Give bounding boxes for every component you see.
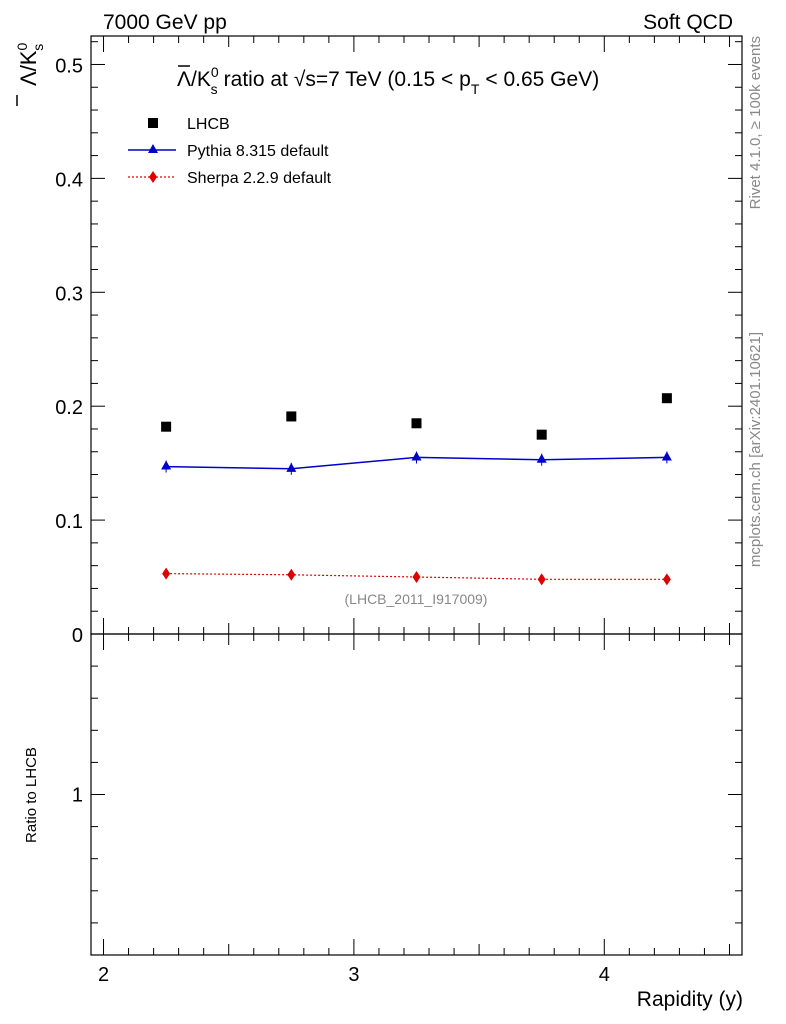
x-axis-label: Rapidity (y)	[637, 988, 743, 1011]
y-tick-label: 0.5	[55, 55, 83, 77]
sherpa-point	[412, 571, 421, 584]
legend-label-sherpa: Sherpa 2.2.9 default	[187, 170, 332, 187]
sherpa-point	[162, 567, 171, 580]
sherpa-point	[537, 573, 546, 586]
ratio-y-axis-label: Ratio to LHCB	[23, 747, 40, 843]
analysis-watermark: (LHCB_2011_I917009)	[345, 591, 488, 607]
pythia-point	[661, 451, 672, 461]
mcplots-info: mcplots.cern.ch [arXiv:2401.10621]	[747, 332, 764, 567]
title-ratio-sup: 0	[211, 64, 219, 80]
lhcb-point	[411, 418, 422, 429]
svg-text:Λ/K0s: Λ/K0s	[14, 43, 46, 86]
sherpa-point	[662, 573, 671, 586]
legend-marker-lhcb	[148, 118, 158, 128]
legend-label-lhcb: LHCB	[187, 116, 230, 133]
lhcb-point	[536, 429, 547, 440]
x-tick-label: 2	[98, 964, 109, 986]
y-tick-label: 0.2	[55, 397, 83, 419]
ratio-plot-frame	[90, 633, 743, 956]
ratio-y-tick-label: 1	[72, 785, 83, 807]
y-axis-label-sub: s	[30, 44, 46, 51]
title-main: ratio at	[224, 68, 288, 91]
y-axis-label: Λ/K0s	[14, 43, 46, 106]
sherpa-point	[287, 568, 296, 581]
title-tail: < 0.65 GeV)	[485, 68, 599, 91]
legend-marker-pythia	[148, 144, 158, 153]
chart-title: Λ/K0 s ratio at √s=7 TeV (0.15 < pT < 0.65 G…	[177, 64, 599, 97]
legend-marker-sherpa	[149, 171, 157, 183]
x-tick-label: 4	[599, 964, 610, 986]
y-tick-label: 0.4	[55, 169, 83, 191]
y-tick-label: 0.3	[55, 283, 83, 305]
title-ratio-sub: s	[211, 81, 218, 97]
pythia-point	[536, 453, 547, 463]
header-right: Soft QCD	[643, 11, 733, 34]
y-tick-label: 0	[72, 625, 83, 647]
title-pt-sub: T	[471, 81, 480, 97]
rivet-info: Rivet 4.1.0, ≥ 100k events	[747, 36, 764, 209]
series-layer	[161, 393, 672, 586]
y-axis-label-sup: 0	[14, 43, 30, 51]
main-axis-ticks: 0 0.1 0.2 0.3 0.4 0.5	[55, 36, 742, 647]
x-tick-label: 3	[348, 964, 359, 986]
title-sqrt-s: s=7 TeV (0.15 < p	[305, 68, 470, 91]
pythia-point	[411, 451, 422, 461]
pythia-point	[161, 460, 172, 470]
legend-label-pythia: Pythia 8.315 default	[187, 143, 329, 160]
title-ratio-main: Λ/K	[177, 68, 211, 91]
lhcb-point	[161, 421, 172, 432]
lhcb-point	[286, 411, 297, 422]
header-left: 7000 GeV pp	[103, 11, 227, 34]
y-tick-label: 0.1	[55, 511, 83, 533]
pythia-point	[286, 462, 297, 472]
ratio-axis-ticks: 2 3 4 1	[72, 634, 742, 986]
lhcb-point	[661, 393, 672, 404]
sherpa-line	[166, 573, 667, 580]
y-axis-label-main: Λ/K	[16, 50, 41, 86]
sqrt-icon: √	[294, 68, 306, 91]
legend: LHCB Pythia 8.315 default Sherpa 2.2.9 d…	[128, 116, 332, 187]
